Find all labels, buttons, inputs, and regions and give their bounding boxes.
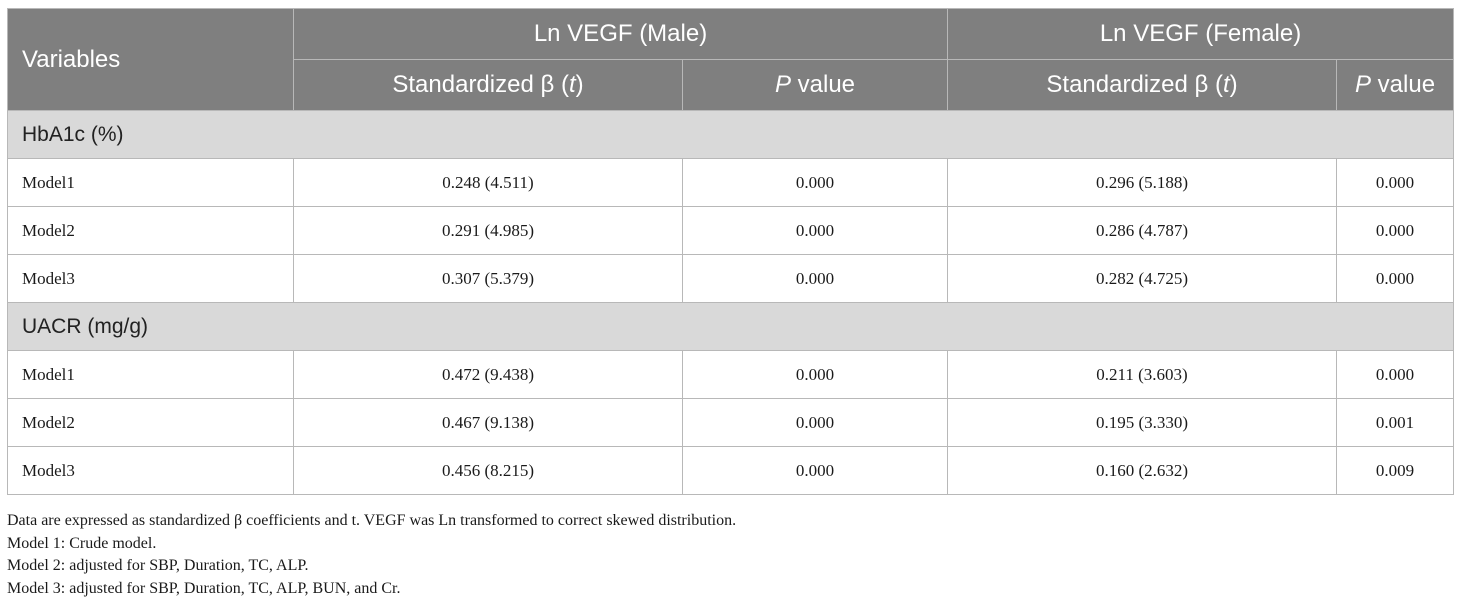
table-row: Model3 0.456 (8.215) 0.000 0.160 (2.632)… <box>7 446 1455 495</box>
table-row: Model2 0.467 (9.138) 0.000 0.195 (3.330)… <box>7 398 1455 447</box>
table-row: Model3 0.307 (5.379) 0.000 0.282 (4.725)… <box>7 254 1455 303</box>
male-p-cell: 0.000 <box>681 254 949 303</box>
male-beta-cell: 0.472 (9.438) <box>293 350 683 399</box>
footnote-model-3: Model 3: adjusted for SBP, Duration, TC,… <box>7 579 401 597</box>
header-row-columns: Standardized β (t) P value Standardized … <box>8 59 1455 111</box>
footnote-model-2: Model 2: adjusted for SBP, Duration, TC,… <box>7 557 309 574</box>
table-row: Model1 0.472 (9.438) 0.000 0.211 (3.603)… <box>7 350 1455 399</box>
table-row: Model1 0.248 (4.511) 0.000 0.296 (5.188)… <box>7 158 1455 207</box>
female-beta-cell: 0.195 (3.330) <box>947 398 1338 447</box>
model-label: Model2 <box>7 398 294 447</box>
male-p-cell: 0.000 <box>681 206 949 255</box>
header-male-beta: Standardized β (t) <box>293 59 683 111</box>
model-label: Model2 <box>7 206 294 255</box>
header-female-p: P value <box>1336 59 1455 111</box>
header-row-groups: Variables Ln VEGF (Male) Ln VEGF (Female… <box>7 8 1455 111</box>
female-p-cell: 0.009 <box>1336 446 1455 495</box>
header-group-female: Ln VEGF (Female) <box>947 8 1455 60</box>
header-male-p: P value <box>681 59 949 111</box>
male-beta-cell: 0.456 (8.215) <box>293 446 683 495</box>
model-label: Model1 <box>7 158 294 207</box>
model-label: Model3 <box>7 254 294 303</box>
male-beta-cell: 0.248 (4.511) <box>293 158 683 207</box>
female-beta-cell: 0.296 (5.188) <box>947 158 1338 207</box>
regression-table: Variables Ln VEGF (Male) Ln VEGF (Female… <box>6 8 1455 495</box>
female-p-cell: 0.000 <box>1336 158 1455 207</box>
model-label: Model1 <box>7 350 294 399</box>
results-table-container: Variables Ln VEGF (Male) Ln VEGF (Female… <box>6 8 1455 495</box>
female-beta-cell: 0.282 (4.725) <box>947 254 1338 303</box>
header-variables: Variables <box>7 8 294 111</box>
male-p-cell: 0.000 <box>681 398 949 447</box>
section-title: HbA1c (%) <box>6 110 1455 159</box>
male-beta-cell: 0.291 (4.985) <box>293 206 683 255</box>
male-p-cell: 0.000 <box>681 158 949 207</box>
female-p-cell: 0.000 <box>1336 254 1455 303</box>
header-female-beta: Standardized β (t) <box>947 59 1338 111</box>
table-footnotes: Data are expressed as standardized β coe… <box>7 510 1453 600</box>
table-row: Model2 0.291 (4.985) 0.000 0.286 (4.787)… <box>7 206 1455 255</box>
female-beta-cell: 0.160 (2.632) <box>947 446 1338 495</box>
model-label: Model3 <box>7 446 294 495</box>
section-row-hba1c: HbA1c (%) <box>6 110 1455 159</box>
female-beta-cell: 0.211 (3.603) <box>947 350 1338 399</box>
male-p-cell: 0.000 <box>681 446 949 495</box>
female-p-cell: 0.000 <box>1336 206 1455 255</box>
female-beta-cell: 0.286 (4.787) <box>947 206 1338 255</box>
footnote-data-expression: Data are expressed as standardized β coe… <box>7 512 737 529</box>
female-p-cell: 0.001 <box>1336 398 1455 447</box>
header-group-male: Ln VEGF (Male) <box>292 8 949 60</box>
male-p-cell: 0.000 <box>681 350 949 399</box>
section-row-uacr: UACR (mg/g) <box>6 302 1455 351</box>
footnote-model-1: Model 1: Crude model. <box>7 534 157 552</box>
section-title: UACR (mg/g) <box>6 302 1455 351</box>
male-beta-cell: 0.467 (9.138) <box>293 398 683 447</box>
female-p-cell: 0.000 <box>1336 350 1455 399</box>
male-beta-cell: 0.307 (5.379) <box>293 254 683 303</box>
